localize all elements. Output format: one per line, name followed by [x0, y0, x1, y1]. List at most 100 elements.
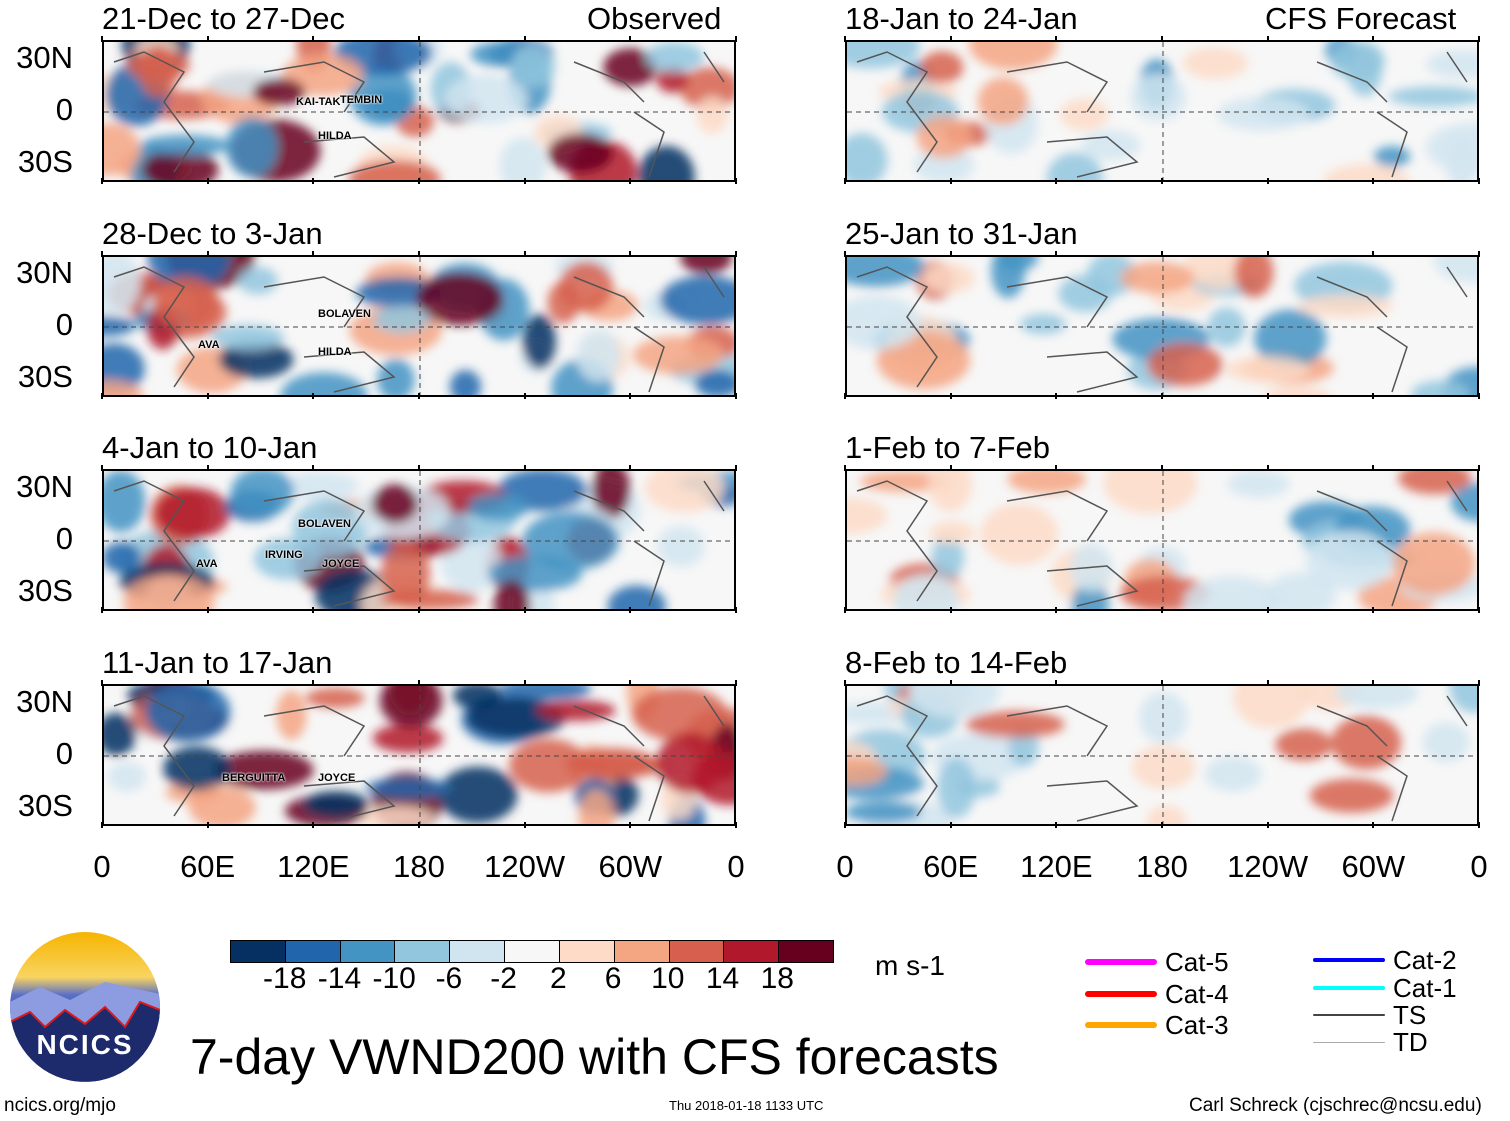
cfs-forecast-label: CFS Forecast	[1265, 1, 1457, 36]
wind-anomaly-contour	[929, 521, 976, 545]
legend-label: TS	[1393, 1000, 1427, 1030]
lon-label: 60W	[598, 849, 663, 884]
wind-anomaly-contour	[591, 471, 631, 519]
tick-mark	[206, 607, 209, 613]
wind-anomaly-contour	[1019, 313, 1067, 335]
panel-title: 28-Dec to 3-Jan	[102, 216, 323, 251]
footer-url[interactable]: ncics.org/mjo	[4, 1095, 116, 1116]
tick-mark	[523, 36, 526, 42]
lon-label: 0	[727, 849, 745, 884]
tick-mark	[844, 607, 846, 613]
wind-anomaly-contour	[104, 471, 146, 533]
tick-mark	[735, 36, 737, 42]
colorbar-swatch	[669, 941, 725, 962]
wind-anomaly-contour	[996, 257, 1039, 272]
lat-label: 30S	[17, 359, 73, 394]
lon-label: 60E	[923, 849, 979, 884]
legend-line-td	[1313, 1041, 1385, 1043]
tick-mark	[735, 680, 737, 686]
tick-mark	[1372, 393, 1375, 399]
wind-anomaly-contour	[920, 51, 964, 84]
colorbar-swatch	[231, 941, 286, 962]
tick-mark	[1161, 393, 1163, 399]
wind-anomaly-contour	[1305, 530, 1394, 591]
tick-mark	[1266, 393, 1269, 399]
wind-anomaly-contour	[214, 750, 314, 790]
wind-anomaly-contour	[1446, 135, 1477, 180]
wind-anomaly-contour	[576, 329, 621, 382]
tick-mark	[949, 36, 952, 42]
colorbar-label: 14	[705, 962, 740, 995]
tick-mark	[949, 607, 952, 613]
wind-anomaly-contour	[847, 497, 888, 534]
tick-mark	[844, 822, 846, 828]
coastline	[856, 51, 1468, 178]
tick-mark	[629, 607, 632, 613]
wind-anomaly-contour	[980, 503, 1058, 566]
storm-label: KAI-TAK	[296, 96, 341, 108]
tick-mark	[844, 36, 846, 42]
wind-anomaly-contour	[1335, 686, 1419, 709]
tick-mark	[1161, 36, 1163, 42]
tick-mark	[1372, 251, 1375, 257]
wind-anomaly-contour	[657, 525, 705, 568]
colorbar-label: -2	[490, 962, 517, 995]
tick-mark	[312, 393, 315, 399]
tick-mark	[1266, 607, 1269, 613]
wind-anomaly-contour	[365, 777, 452, 799]
wind-anomaly-contour	[303, 790, 369, 817]
wind-anomaly-contour	[1217, 97, 1309, 131]
colorbar-units: m s-1	[875, 950, 945, 981]
legend-line-ts	[1313, 1014, 1385, 1016]
wind-anomaly-contour	[305, 687, 365, 709]
wind-anomaly-contour	[348, 160, 441, 180]
wind-anomaly-contour	[348, 65, 417, 126]
wind-anomaly-contour	[139, 134, 230, 157]
tick-mark	[844, 393, 846, 399]
lon-label: 180	[393, 849, 445, 884]
colorbar-swatch	[724, 941, 780, 962]
tick-mark	[418, 607, 420, 613]
colorbar-swatch	[559, 941, 615, 962]
colorbar-label: 2	[550, 962, 567, 995]
wind-anomaly-contour	[1411, 380, 1469, 395]
wind-anomaly-contour	[928, 471, 973, 512]
wind-anomaly-contour	[1007, 471, 1086, 494]
wind-anomaly-contour	[468, 493, 530, 521]
tick-mark	[735, 607, 737, 613]
wind-anomaly-contour	[163, 746, 231, 791]
panel-title: 18-Jan to 24-Jan	[845, 1, 1078, 36]
observed-label: Observed	[587, 1, 722, 36]
storm-label: JOYCE	[322, 558, 360, 570]
wind-anomaly-contour	[558, 261, 614, 313]
tick-mark	[312, 251, 315, 257]
wind-anomaly-contour	[280, 471, 359, 500]
colorbar-label: 10	[651, 962, 685, 995]
wind-anomaly-contour	[522, 511, 620, 571]
tick-mark	[1478, 680, 1480, 686]
lat-label: 30N	[16, 684, 73, 719]
colorbar-label: -10	[372, 962, 416, 995]
tick-mark	[1372, 607, 1375, 613]
lat-label: 30S	[17, 788, 73, 823]
panel-title: 8-Feb to 14-Feb	[845, 645, 1068, 680]
lon-label: 120E	[277, 849, 350, 884]
wind-anomaly-contour	[444, 74, 528, 124]
tick-mark	[1055, 178, 1058, 184]
footer-timestamp: Thu 2018-01-18 1133 UTC	[669, 1098, 824, 1113]
wind-anomaly-contour	[1227, 471, 1290, 498]
tick-mark	[629, 251, 632, 257]
legend-line-cat-2	[1313, 958, 1385, 962]
wind-anomaly-contour	[1388, 86, 1477, 107]
tick-mark	[312, 822, 315, 828]
colorbar-swatch	[395, 941, 451, 962]
coastline	[113, 695, 725, 822]
wind-anomaly-contour	[578, 788, 615, 824]
tick-mark	[1372, 36, 1375, 42]
colorbar-label: -6	[435, 962, 463, 995]
wind-anomaly-contour	[155, 487, 231, 539]
wind-anomaly-contour	[893, 574, 959, 609]
tick-mark	[101, 607, 103, 613]
wind-anomaly-contour	[1130, 73, 1186, 121]
wind-anomaly-contour	[225, 117, 278, 178]
